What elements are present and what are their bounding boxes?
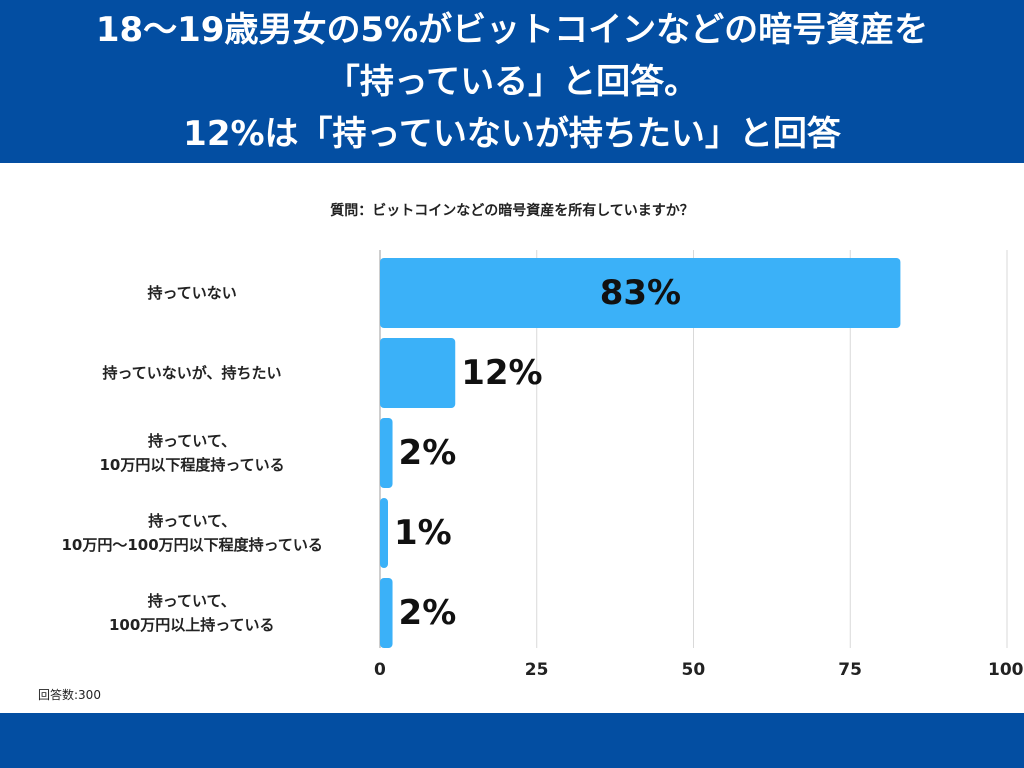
x-tick-label: 0: [374, 660, 386, 680]
bar: [380, 498, 388, 568]
category-label: 持っていないが、持ちたい: [103, 361, 282, 385]
x-tick-label: 100: [988, 660, 1024, 680]
x-tick-label: 25: [524, 660, 549, 680]
category-label: 持っていない: [148, 281, 237, 305]
category-label-line: 持っていて、: [147, 592, 236, 610]
category-label: 持っていて、 10万円以下程度持っている: [100, 429, 285, 477]
bar-value-label: 2%: [398, 593, 457, 633]
footer-bar: [0, 713, 1024, 768]
headline-line-2: 「持っている」と回答。: [325, 61, 699, 102]
bar-value-label: 83%: [599, 273, 682, 313]
respondent-count: 回答数:300: [38, 688, 101, 702]
headline-line-1: 18〜19歳男女の5%がビットコインなどの暗号資産を: [95, 9, 929, 50]
x-tick-label: 75: [838, 660, 862, 680]
header-banner: 18〜19歳男女の5%がビットコインなどの暗号資産を 「持っている」と回答。 1…: [0, 0, 1024, 163]
category-label: 持っていて、 100万円以上持っている: [109, 589, 275, 637]
category-label-line: 持っていて、: [148, 512, 237, 530]
category-label-line: 持っていて、: [148, 432, 237, 450]
bar-value-label: 2%: [398, 433, 457, 473]
category-label-line: 持っていない: [147, 284, 237, 302]
headline-line-3: 12%は「持っていないが持ちたい」と回答: [183, 113, 841, 154]
bar: [380, 418, 393, 488]
bar: [380, 338, 456, 408]
chart-title: 質問：ビットコインなどの暗号資産を所有していますか？: [330, 203, 694, 219]
category-label-line: 持っていないが、持ちたい: [102, 364, 282, 382]
category-label: 持っていて、 10万円〜100万円以下程度持っている: [62, 509, 323, 557]
category-label-line: 10万円以下程度持っている: [99, 456, 285, 474]
bar-value-label: 12%: [461, 353, 543, 393]
bar: [380, 258, 901, 328]
bar: [380, 578, 393, 648]
bar-value-label: 1%: [394, 513, 452, 553]
category-label-line: 100万円以上持っている: [109, 616, 275, 634]
x-tick-label: 50: [681, 660, 706, 680]
category-label-line: 10万円〜100万円以下程度持っている: [61, 536, 323, 554]
